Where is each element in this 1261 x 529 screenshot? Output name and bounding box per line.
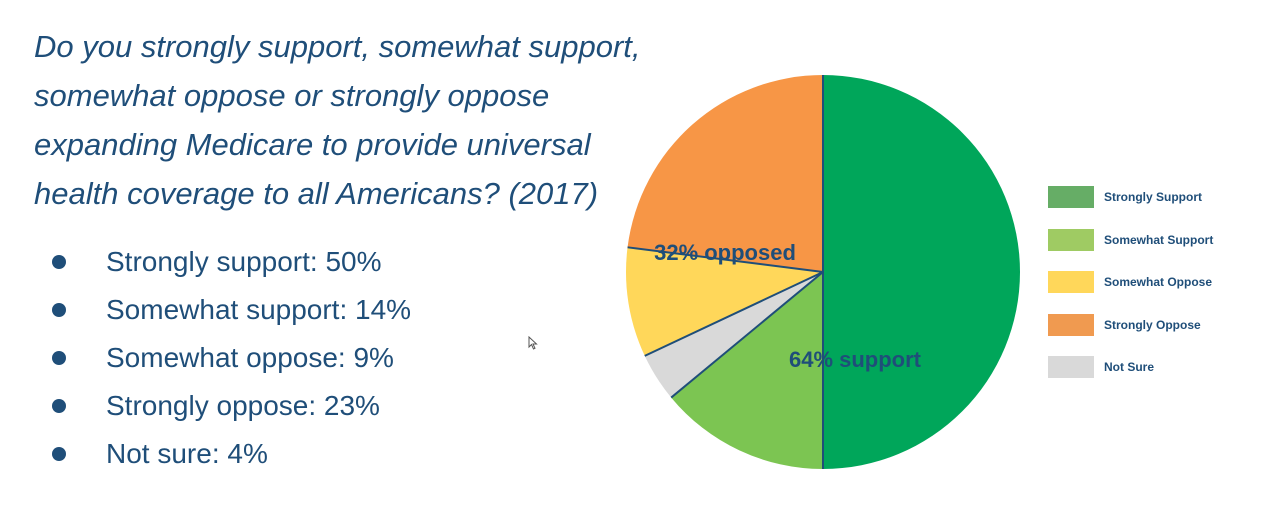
result-strongly-support: Strongly support: 50% xyxy=(106,246,382,277)
pie-separator-4 xyxy=(627,246,824,273)
legend-label: Strongly Oppose xyxy=(1104,317,1201,332)
legend-item: Somewhat Support xyxy=(1048,219,1213,262)
pie-separators xyxy=(627,75,824,469)
pie-slice-somewhat-oppose xyxy=(626,247,823,356)
bullet-dot-icon xyxy=(52,447,66,461)
support-annotation: 64% support xyxy=(789,347,922,372)
opposed-annotation: 32% opposed xyxy=(654,240,796,265)
list-item: Somewhat support: 14% xyxy=(52,286,411,334)
pie-separator-2 xyxy=(670,271,824,399)
pie-separator-3 xyxy=(644,271,824,357)
legend-swatch-not-sure xyxy=(1048,356,1094,379)
survey-question: Do you strongly support, somewhat suppor… xyxy=(34,29,641,211)
mouse-cursor-icon xyxy=(528,336,538,350)
result-not-sure: Not sure: 4% xyxy=(106,438,268,469)
bullet-dot-icon xyxy=(52,255,66,269)
legend-label: Strongly Support xyxy=(1104,190,1202,205)
list-item: Somewhat oppose: 9% xyxy=(52,334,411,382)
legend-swatch-somewhat-oppose xyxy=(1048,271,1094,294)
result-somewhat-oppose: Somewhat oppose: 9% xyxy=(106,342,394,373)
pie-slice-strongly-oppose xyxy=(627,75,823,272)
bullet-dot-icon xyxy=(52,351,66,365)
legend-label: Not Sure xyxy=(1104,360,1155,375)
legend-swatch-strongly-oppose xyxy=(1048,313,1094,336)
chart-legend: Strongly Support Somewhat Support Somewh… xyxy=(1048,176,1213,389)
result-strongly-oppose: Strongly oppose: 23% xyxy=(106,390,380,421)
pie-slice-strongly-support xyxy=(823,75,1020,469)
legend-label: Somewhat Support xyxy=(1104,232,1214,247)
list-item: Strongly oppose: 23% xyxy=(52,382,411,430)
legend-swatch-strongly-support xyxy=(1048,186,1094,209)
bullet-dot-icon xyxy=(52,303,66,317)
pie-slices xyxy=(626,75,1020,469)
legend-swatch-somewhat-support xyxy=(1048,228,1094,251)
results-list: Strongly support: 50% Somewhat support: … xyxy=(52,238,411,478)
legend-item: Not Sure xyxy=(1048,346,1213,389)
list-item: Strongly support: 50% xyxy=(52,238,411,286)
pie-slice-not-sure xyxy=(644,272,823,398)
legend-label: Somewhat Oppose xyxy=(1104,275,1213,290)
list-item: Not sure: 4% xyxy=(52,430,411,478)
bullet-dot-icon xyxy=(52,399,66,413)
legend-item: Strongly Oppose xyxy=(1048,304,1213,347)
result-somewhat-support: Somewhat support: 14% xyxy=(106,294,412,325)
pie-slice-somewhat-support xyxy=(671,272,823,469)
legend-item: Strongly Support xyxy=(1048,176,1213,219)
legend-item: Somewhat Oppose xyxy=(1048,261,1213,304)
